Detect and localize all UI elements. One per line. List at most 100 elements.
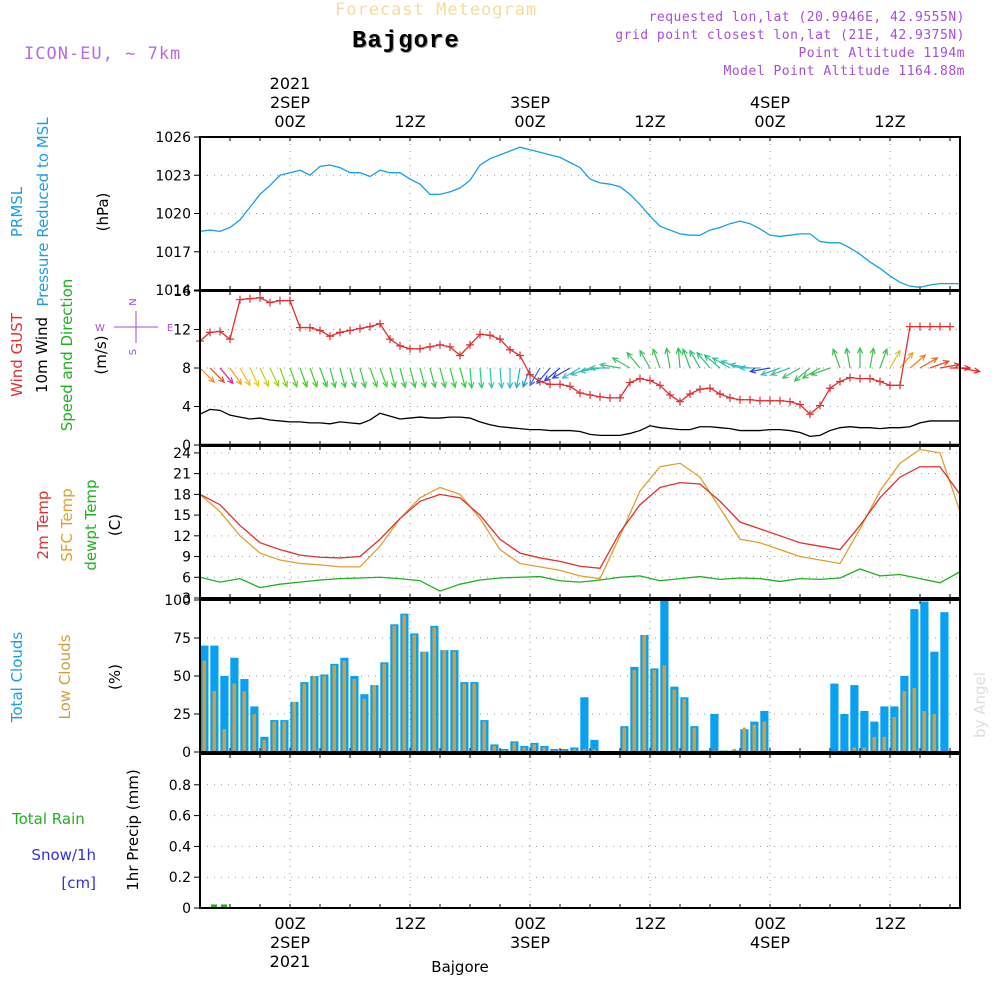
wind-arrow-shaft <box>515 367 521 388</box>
wind-gust-marker <box>656 381 664 390</box>
wind-arrow-shaft <box>329 367 336 388</box>
wind-arrow-head <box>651 347 658 356</box>
y-tick-label: 1023 <box>155 168 191 184</box>
low-cloud-bar <box>692 727 696 752</box>
wind-arrow <box>389 367 397 389</box>
wind-gust-marker <box>316 326 324 335</box>
wind-gust-marker <box>286 296 294 305</box>
wind-arrow-head <box>302 380 309 389</box>
bottom-time-label: 3SEP <box>510 933 550 952</box>
wind-arrow-head <box>569 370 578 377</box>
precip-frame <box>199 753 961 909</box>
low-cloud-bar <box>902 691 906 752</box>
top-time-label: 12Z <box>394 112 425 131</box>
wind-arrow <box>529 367 541 387</box>
wind-arrow-head <box>468 382 475 390</box>
wind-arrow <box>869 346 876 369</box>
low-cloud-bar <box>662 665 666 752</box>
wind-arrow-shaft <box>761 367 781 376</box>
wind-arrow <box>769 367 791 377</box>
wind-arrow-head <box>973 367 982 374</box>
wind-arrow-head <box>689 349 696 357</box>
wind-arrow-shaft <box>771 367 791 376</box>
total-cloud-bar <box>940 612 949 752</box>
low-cloud-bar <box>462 683 466 752</box>
low-cloud-bar <box>762 721 766 752</box>
low-cloud-bar <box>862 747 866 752</box>
y-tick-label: 50 <box>173 669 191 685</box>
wind-gust-marker <box>236 295 244 304</box>
wind-arrow-shaft <box>811 367 831 376</box>
y-tick-label: 8 <box>182 361 191 377</box>
y-tick-label: 100 <box>164 593 191 609</box>
compass-east: E <box>167 323 173 334</box>
wind-arrow-head <box>208 376 216 384</box>
wind-arrow-head <box>681 347 688 356</box>
top-time-label: 12Z <box>634 112 665 131</box>
low-cloud-bar <box>922 710 926 752</box>
wind-arrow <box>269 367 280 388</box>
precip-panel: 0 0.2 0.4 0.6 0.8 <box>169 753 961 917</box>
top-time-label: 2SEP <box>270 93 310 112</box>
bottom-time-label: 12Z <box>634 914 665 933</box>
wind-arrow <box>319 367 329 389</box>
low-cloud-bar <box>292 701 296 752</box>
wind-arrow-head <box>748 367 757 374</box>
total-cloud-bar <box>930 651 939 752</box>
wind-arrow-shaft <box>689 350 701 369</box>
wind-gust-marker <box>836 377 844 386</box>
wind-arrow-head <box>793 375 801 382</box>
wind-arrow <box>889 349 901 369</box>
low-cloud-bar <box>222 729 226 752</box>
top-time-label: 00Z <box>754 112 785 131</box>
wind-arrow-head <box>488 382 495 390</box>
low-cloud-bar <box>882 736 886 752</box>
wind-arrow-head <box>931 357 939 364</box>
wind-gust-marker <box>576 389 584 398</box>
wind-arrow-head <box>322 380 329 389</box>
wind-arrow-head <box>514 381 521 390</box>
wind-arrow <box>409 367 417 389</box>
pressure-axis-label: PRMSL <box>8 186 26 237</box>
low-cloud-bar <box>322 676 326 752</box>
wind-arrow-shaft <box>919 357 938 369</box>
wind-gust-marker <box>536 377 544 386</box>
cloud-panel: 0 25 50 75 100 <box>164 593 961 761</box>
wind-gust-marker <box>306 323 314 332</box>
wind-arrow <box>349 367 357 389</box>
wind-arrow-head <box>227 377 234 385</box>
wind-arrow-head <box>882 347 889 356</box>
wind-arrow <box>209 367 226 384</box>
wind-arrow-head <box>578 367 587 374</box>
wind-arrow <box>703 354 721 369</box>
y-tick-label: 0 <box>182 745 191 761</box>
low-cloud-bar <box>452 651 456 752</box>
wind-gust-marker <box>586 390 594 399</box>
wind-arrow-head <box>964 364 972 372</box>
wind-arrow-shaft <box>652 349 661 369</box>
model-name: ICON-EU, ~ 7km <box>24 44 182 64</box>
low-cloud-bar <box>402 615 406 752</box>
wind-arrow-shaft <box>552 367 571 379</box>
wind-arrow-head <box>801 372 809 379</box>
cloud-axis-label: (%) <box>106 664 124 690</box>
y-tick-label: 0 <box>182 438 191 454</box>
wind-arrow-shaft <box>939 363 960 369</box>
watermark: by Angel <box>971 672 989 738</box>
y-tick-label: 9 <box>182 550 191 566</box>
wind-gust-marker <box>596 392 604 401</box>
station-name: Bajgore <box>352 28 460 55</box>
wind-arrow-shaft <box>419 367 426 388</box>
wind-arrow <box>399 367 407 389</box>
wind-arrow <box>879 347 889 369</box>
wind-arrow-head <box>561 372 569 379</box>
temp-2m-line <box>199 466 961 569</box>
low-cloud-bar <box>342 660 346 752</box>
bottom-time-label: 4SEP <box>750 933 790 952</box>
wind-arrow <box>229 367 243 386</box>
low-cloud-bar <box>232 683 236 752</box>
wind-arrow <box>309 367 319 389</box>
low-cloud-bar <box>282 721 286 752</box>
wind-gust-marker <box>886 381 894 390</box>
wind-arrow-head <box>831 347 838 356</box>
